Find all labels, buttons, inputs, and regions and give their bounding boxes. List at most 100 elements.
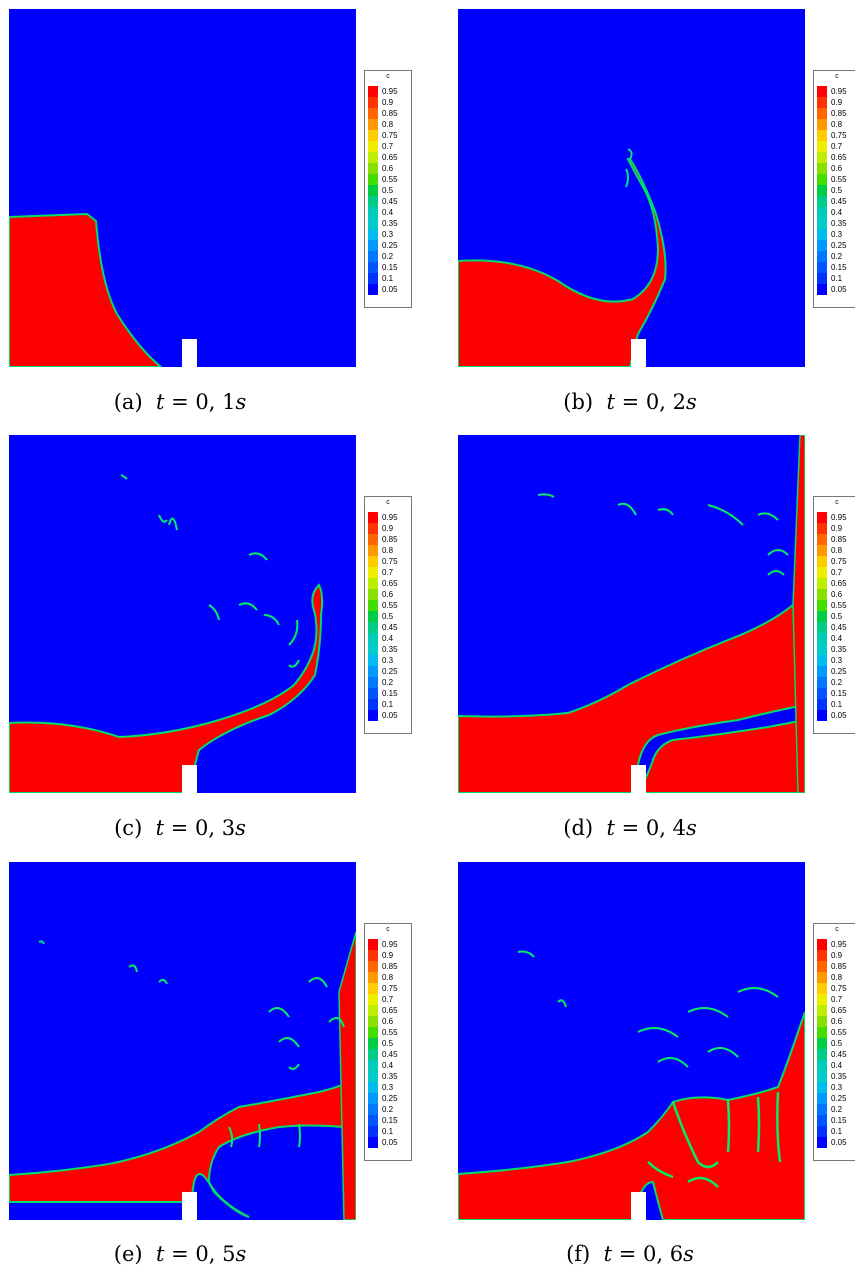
colorbar-swatch — [817, 611, 827, 622]
plot-b — [458, 9, 805, 367]
colorbar-swatch — [817, 699, 827, 710]
colorbar-swatch — [368, 699, 378, 710]
colorbar-swatch — [817, 512, 827, 523]
colorbar-level-label: 0.9 — [831, 524, 843, 533]
caption-tag: (f) — [566, 1242, 591, 1266]
colorbar-swatch — [368, 633, 378, 644]
colorbar-level-label: 0.95 — [382, 87, 398, 96]
colorbar-level-label: 0.8 — [382, 120, 394, 129]
colorbar-level-label: 0.35 — [382, 645, 398, 654]
colorbar-level-label: 0.65 — [831, 1006, 847, 1015]
colorbar-swatch — [817, 218, 827, 229]
colorbar-swatch — [817, 545, 827, 556]
colorbar-level-label: 0.65 — [382, 1006, 398, 1015]
caption-e: (e) t = 0, 5s — [30, 1242, 330, 1266]
caption-f: (f) t = 0, 6s — [480, 1242, 780, 1266]
colorbar-level-label: 0.55 — [831, 601, 847, 610]
colorbar-level-label: 0.25 — [382, 241, 398, 250]
colorbar-swatch — [817, 688, 827, 699]
colorbar-level-label: 0.9 — [831, 98, 843, 107]
colorbar-level-label: 0.95 — [382, 513, 398, 522]
colorbar-level-label: 0.95 — [831, 513, 847, 522]
caption-a: (a) t = 0, 1s — [30, 390, 330, 414]
colorbar-swatch — [817, 666, 827, 677]
colorbar-swatch — [368, 589, 378, 600]
colorbar-level-label: 0.4 — [382, 1061, 394, 1070]
colorbar-level-label: 0.4 — [382, 634, 394, 643]
colorbar-swatch — [817, 578, 827, 589]
colorbar-level-label: 0.85 — [831, 109, 847, 118]
colorbar-swatch — [368, 218, 378, 229]
colorbar-swatch — [817, 710, 827, 721]
colorbar-swatch — [368, 666, 378, 677]
colorbar-level-label: 0.8 — [382, 973, 394, 982]
colorbar-level-label: 0.85 — [382, 535, 398, 544]
colorbar-swatch — [817, 229, 827, 240]
colorbar-swatch — [817, 196, 827, 207]
colorbar-swatch — [817, 950, 827, 961]
colorbar-swatch — [817, 1060, 827, 1071]
colorbar-swatch — [368, 556, 378, 567]
caption-b: (b) t = 0, 2s — [480, 390, 780, 414]
colorbar-swatch — [817, 677, 827, 688]
colorbar-f: c 0.95 0.9 0.85 0.8 0.75 0.7 0.65 0.6 0.55 0.5 0.45… — [813, 923, 855, 1161]
colorbar-swatch — [817, 273, 827, 284]
colorbar-level-label: 0.55 — [382, 1028, 398, 1037]
colorbar-level-label: 0.65 — [831, 153, 847, 162]
colorbar-swatch — [817, 622, 827, 633]
colorbar-level-label: 0.3 — [382, 1083, 394, 1092]
colorbar-level-label: 0.15 — [382, 689, 398, 698]
colorbar-level-label: 0.3 — [382, 656, 394, 665]
colorbar-swatch — [368, 273, 378, 284]
colorbar-level-label: 0.25 — [382, 1094, 398, 1103]
colorbar-swatch — [368, 1115, 378, 1126]
colorbar-swatch — [368, 972, 378, 983]
colorbar-swatch — [368, 1060, 378, 1071]
colorbar-swatch — [817, 251, 827, 262]
colorbar-level-label: 0.5 — [831, 1039, 843, 1048]
colorbar-level-label: 0.15 — [831, 1116, 847, 1125]
colorbar-level-label: 0.7 — [382, 995, 394, 1004]
colorbar-level-label: 0.7 — [831, 995, 843, 1004]
colorbar-level-label: 0.5 — [831, 612, 843, 621]
colorbar-level-label: 0.1 — [831, 700, 843, 709]
colorbar-swatch — [368, 1104, 378, 1115]
colorbar-swatch — [817, 1038, 827, 1049]
colorbar-level-label: 0.75 — [382, 131, 398, 140]
caption-tag: (c) — [114, 816, 143, 840]
colorbar-title: c — [386, 73, 390, 80]
caption-time: t = 0, 1s — [156, 390, 247, 414]
colorbar-level-label: 0.4 — [831, 634, 843, 643]
colorbar-level-label: 0.85 — [831, 962, 847, 971]
colorbar-level-label: 0.75 — [382, 984, 398, 993]
colorbar-swatch — [817, 185, 827, 196]
colorbar-swatch — [817, 961, 827, 972]
colorbar-level-label: 0.35 — [831, 645, 847, 654]
colorbar-swatch — [817, 589, 827, 600]
colorbar-level-label: 0.8 — [831, 973, 843, 982]
caption-time: t = 0, 2s — [606, 390, 697, 414]
colorbar-swatch — [368, 512, 378, 523]
colorbar-level-label: 0.35 — [382, 1072, 398, 1081]
colorbar-level-label: 0.05 — [382, 285, 398, 294]
colorbar-swatch — [817, 207, 827, 218]
colorbar-swatch — [368, 163, 378, 174]
caption-c: (c) t = 0, 3s — [30, 816, 330, 840]
colorbar-level-label: 0.75 — [831, 557, 847, 566]
colorbar-swatch — [817, 1126, 827, 1137]
caption-d: (d) t = 0, 4s — [480, 816, 780, 840]
colorbar-swatch — [368, 207, 378, 218]
colorbar-level-label: 0.8 — [831, 546, 843, 555]
colorbar-swatch — [368, 1071, 378, 1082]
colorbar-level-label: 0.45 — [382, 1050, 398, 1059]
colorbar-e: c 0.95 0.9 0.85 0.8 0.75 0.7 0.65 0.6 0.55 0.5 0.45… — [364, 923, 412, 1161]
colorbar-swatch — [817, 262, 827, 273]
colorbar-level-label: 0.2 — [831, 678, 843, 687]
colorbar-swatch — [817, 633, 827, 644]
colorbar-swatch — [817, 1137, 827, 1148]
colorbar-swatch — [817, 1005, 827, 1016]
colorbar-swatch — [817, 1115, 827, 1126]
colorbar-swatch — [368, 152, 378, 163]
colorbar-level-label: 0.15 — [382, 1116, 398, 1125]
colorbar-level-label: 0.5 — [382, 186, 394, 195]
